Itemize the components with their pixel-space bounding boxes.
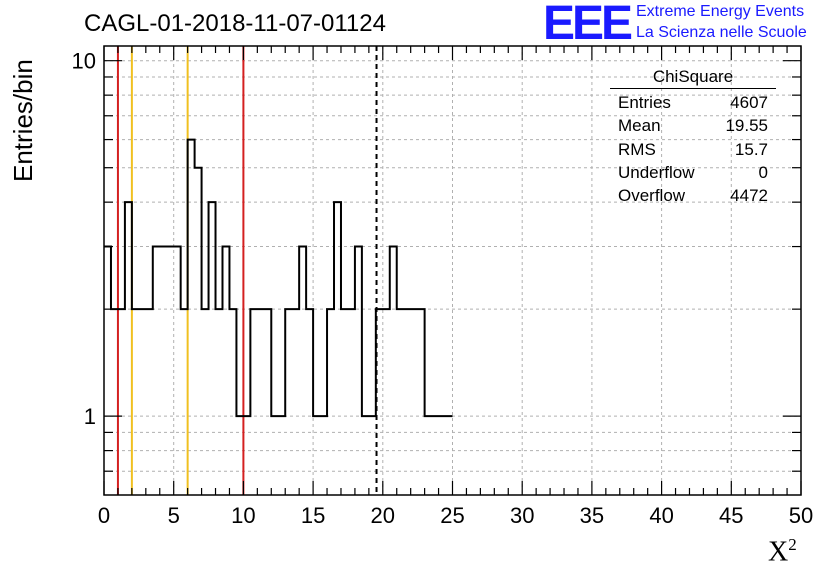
x-tick-label: 10 (231, 503, 255, 528)
stats-value: 15.7 (734, 139, 768, 159)
eee-logo-mark: EEE (543, 0, 633, 50)
x-tick-label: 30 (510, 503, 534, 528)
x-axis-label-text: X (768, 536, 789, 568)
stats-box-title: ChiSquare (610, 67, 776, 89)
stats-row-rms: RMS 15.7 (610, 138, 776, 161)
x-tick-label: 45 (719, 503, 743, 528)
chart-title: CAGL-01-2018-11-07-01124 (84, 10, 386, 37)
stats-row-underflow: Underflow 0 (610, 161, 776, 184)
histogram-series (104, 138, 453, 418)
logo-line-2: La Scienza nelle Scuole (636, 24, 807, 41)
logo-line-1: Extreme Energy Events (636, 3, 805, 20)
x-axis-label: X2 (768, 535, 797, 568)
stats-value: 4472 (730, 186, 768, 206)
stats-row-mean: Mean 19.55 (610, 114, 776, 137)
x-axis-label-superscript: 2 (788, 535, 797, 554)
x-tick-label: 0 (98, 503, 110, 528)
y-axis-label: Entries/bin (8, 59, 38, 182)
stats-label: Mean (618, 116, 661, 136)
y-tick-label: 10 (72, 49, 96, 74)
x-tick-label: 35 (580, 503, 604, 528)
x-tick-label: 40 (649, 503, 673, 528)
stats-label: Entries (618, 93, 671, 112)
stats-row-overflow: Overflow 4472 (610, 184, 776, 207)
x-tick-label: 20 (371, 503, 395, 528)
x-tick-label: 15 (301, 503, 325, 528)
x-tick-label: 50 (789, 503, 813, 528)
y-tick-label: 1 (84, 404, 96, 429)
stats-value: 0 (758, 162, 768, 182)
stats-box: ChiSquare Entries 4607 Mean 19.55 RMS 15.7 … (610, 67, 776, 207)
stats-label: RMS (618, 139, 656, 159)
stats-row-entries: Entries 4607 (610, 91, 776, 114)
x-tick-label: 25 (440, 503, 464, 528)
stats-label: Overflow (618, 186, 686, 206)
stats-label: Underflow (618, 162, 695, 182)
x-tick-label: 5 (168, 503, 180, 528)
stats-value: 19.55 (725, 116, 768, 136)
stats-value: 4607 (730, 93, 768, 112)
